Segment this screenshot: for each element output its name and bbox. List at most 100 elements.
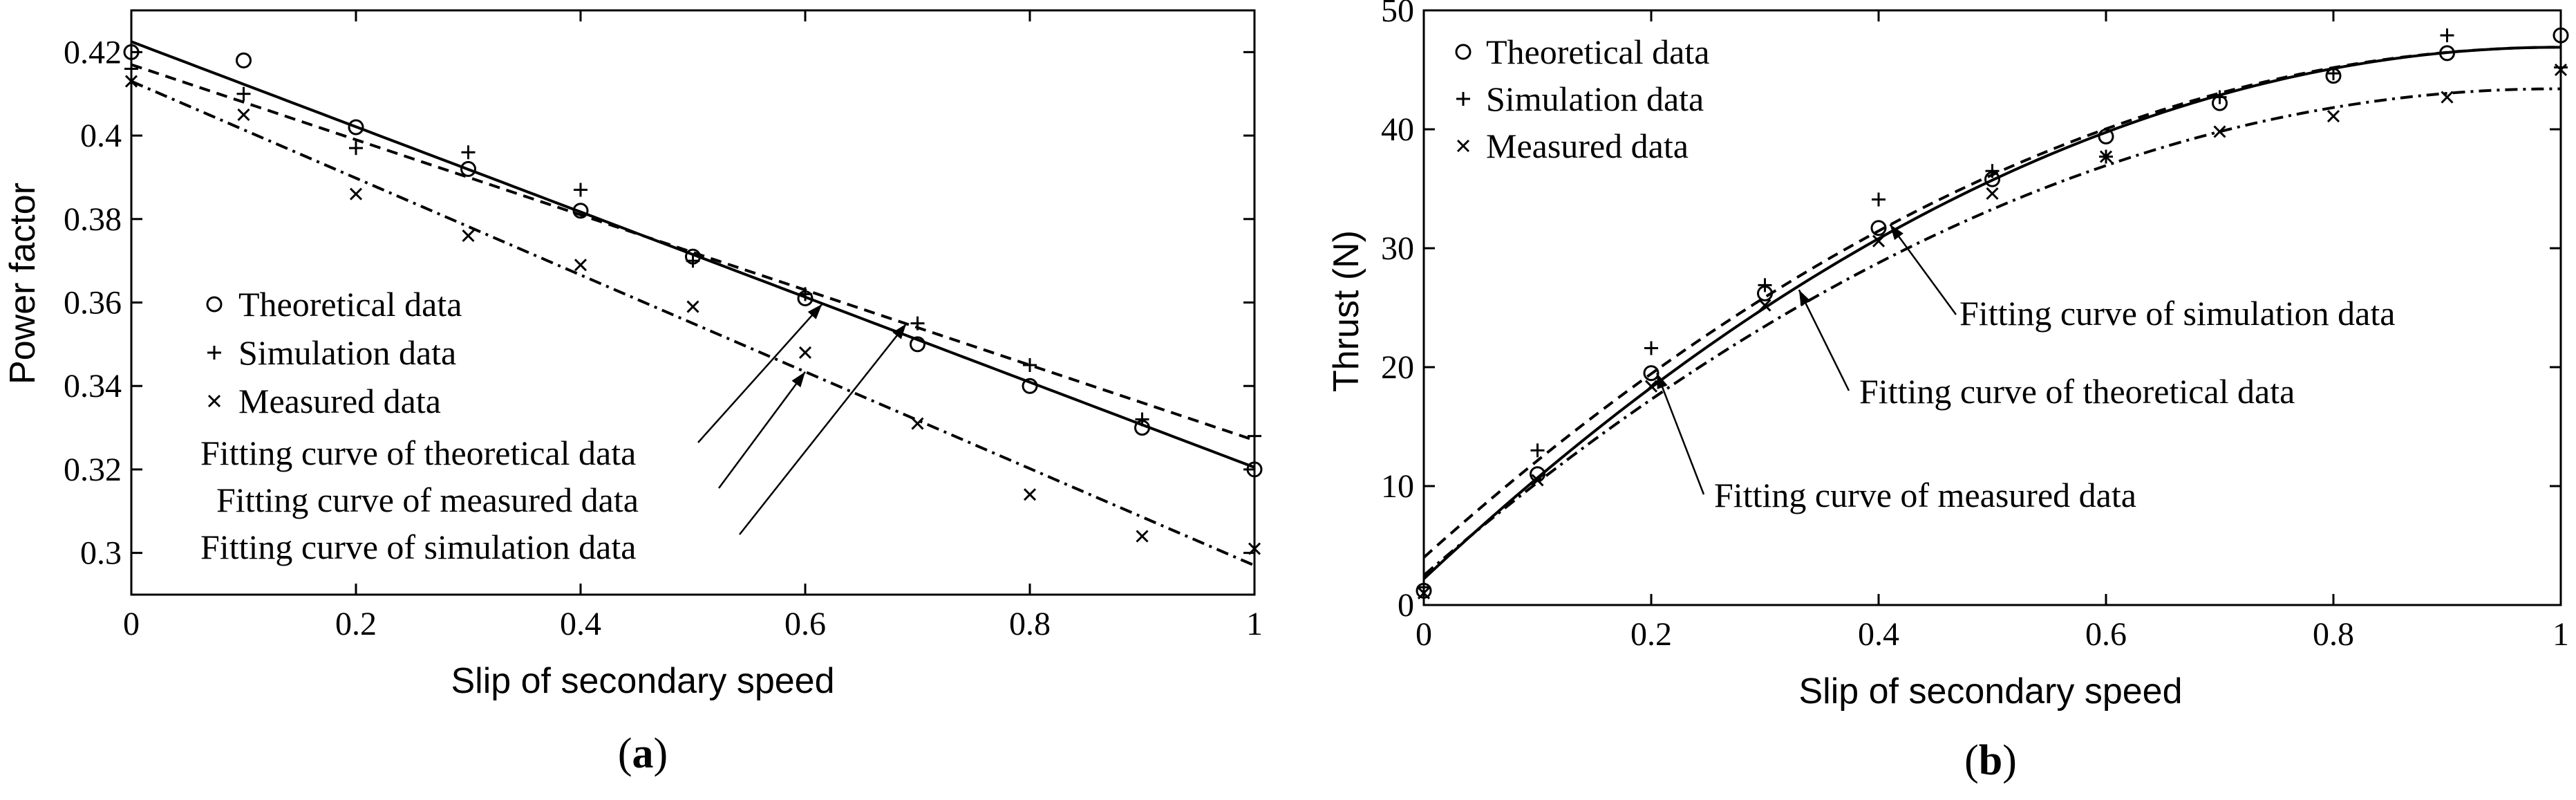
fitting-curve-of-measured-data-line	[1422, 87, 2561, 577]
legend-marker-measured	[1456, 139, 1470, 153]
simulation-data-point	[1985, 164, 2000, 178]
theoretical-data-point	[572, 203, 589, 219]
panel-b-y-axis-title: Thrust (N)	[1326, 230, 1366, 392]
panel-a-annotation-arrows	[697, 304, 908, 535]
measured-data-point	[462, 229, 475, 242]
measured-data-point	[911, 417, 924, 430]
measured-data-point	[574, 259, 587, 272]
simulation-data-point	[574, 183, 587, 197]
measured-data-point	[2441, 91, 2454, 104]
simulation-data-point	[236, 86, 251, 101]
panel-b-plot-frame	[1422, 9, 2562, 606]
annotation-arrow	[1798, 289, 1850, 391]
annotation-arrow	[739, 323, 908, 535]
y-tick-label: 0.38	[64, 201, 122, 238]
measured-data-point	[349, 187, 363, 201]
simulation-data-point	[2326, 66, 2340, 81]
measured-data-point	[1023, 488, 1037, 501]
annotation-arrow	[1656, 373, 1705, 495]
x-tick-label: 0	[123, 606, 140, 642]
simulation-data-point	[1872, 192, 1886, 207]
y-tick-label: 0	[1398, 587, 1414, 624]
legend-label-theoretical: Theoretical data	[238, 285, 462, 324]
y-tick-label: 0.36	[64, 285, 122, 322]
measured-data-point	[2213, 125, 2226, 138]
x-tick-label: 0.6	[2085, 616, 2127, 653]
fitting-curve-of-measured-data-line	[131, 80, 1255, 567]
legend-circle-marker	[1455, 44, 1472, 60]
simulation-data-point	[686, 254, 700, 268]
theoretical-data-point	[236, 52, 252, 68]
simulation-data-point	[1023, 358, 1037, 373]
measured-data-point	[686, 300, 699, 313]
legend-marker-simulation	[1456, 92, 1470, 106]
x-tick-label: 0.2	[1630, 616, 1672, 653]
measured-data-point	[798, 346, 812, 359]
y-tick-label: 10	[1381, 468, 1414, 505]
annotation-arrow	[1889, 223, 1957, 315]
y-tick-label: 0.3	[80, 535, 122, 572]
panel-a-annotation-measured: Fitting curve of measured data	[216, 481, 639, 519]
simulation-data-point	[910, 316, 925, 331]
y-tick-label: 50	[1381, 0, 1414, 29]
panel-a-y-axis-title: Power factor	[3, 183, 43, 384]
panel-a-plot-frame	[130, 9, 1256, 596]
panel-b-x-axis-ticks: 0 0.2 0.4 0.6 0.8 1	[1416, 10, 2569, 653]
legend-circle-marker	[206, 296, 223, 313]
panel-b-annotation-simulation: Fitting curve of simulation data	[1959, 294, 2395, 333]
panel-a-annotation-theoretical: Fitting curve of theoretical data	[200, 434, 636, 472]
legend-marker-theoretical	[1455, 44, 1472, 60]
legend-marker-theoretical	[206, 296, 223, 313]
panel-b-data-markers	[1416, 27, 2569, 599]
simulation-data-point	[1758, 278, 1772, 292]
measured-data-point	[1136, 530, 1149, 543]
simulation-data-point	[461, 145, 476, 160]
panel-b-y-axis-ticks: 0 10 20 30 40 50	[1381, 0, 2561, 624]
y-tick-label: 30	[1381, 230, 1414, 267]
x-tick-label: 0.8	[1009, 606, 1051, 642]
panel-b-annotation-measured: Fitting curve of measured data	[1714, 476, 2136, 514]
legend-label-measured: Measured data	[1486, 127, 1689, 165]
legend-x-marker	[207, 394, 221, 408]
panel-a-x-axis-title: Slip of secondary speed	[451, 661, 834, 701]
annotation-arrow	[697, 304, 823, 443]
y-tick-label: 0.32	[64, 452, 122, 488]
measured-data-point	[1986, 187, 1999, 200]
measured-data-point	[2326, 110, 2340, 123]
simulation-data-point	[798, 287, 812, 301]
panel-a-legend: Theoretical data Simulation data Measure…	[206, 285, 462, 420]
y-tick-label: 0.34	[64, 368, 122, 404]
theoretical-data-point	[460, 160, 476, 177]
x-tick-label: 1	[1246, 606, 1263, 642]
panel-b-label: (b)	[1964, 737, 2017, 784]
measured-data-point	[1758, 299, 1771, 312]
x-tick-label: 0.2	[335, 606, 377, 642]
x-tick-label: 0.6	[784, 606, 826, 642]
legend-plus-marker	[207, 346, 221, 360]
theoretical-data-point	[2439, 45, 2455, 62]
measured-data-point	[1872, 234, 1886, 248]
theoretical-data-point	[1643, 365, 1660, 382]
theoretical-data-point	[348, 119, 364, 136]
y-tick-label: 0.4	[80, 118, 122, 154]
panel-b-thrust-chart: 0 10 20 30 40 50 0 0.2 0.4 0.6 0.8 1 Theoretical d…	[1326, 0, 2569, 784]
panel-b-legend: Theoretical data Simulation data Measure…	[1455, 32, 1709, 165]
x-tick-label: 0	[1416, 616, 1432, 653]
simulation-data-point	[1644, 341, 1658, 355]
panel-a-label: (a)	[618, 730, 668, 777]
y-tick-label: 20	[1381, 349, 1414, 386]
legend-marker-measured	[207, 394, 221, 408]
theoretical-data-point	[2098, 128, 2114, 145]
annotation-arrow	[717, 371, 807, 489]
x-tick-label: 0.4	[560, 606, 601, 642]
x-tick-label: 0.8	[2313, 616, 2354, 653]
simulation-data-point	[2440, 28, 2454, 43]
y-tick-label: 0.42	[64, 34, 122, 71]
x-tick-label: 1	[2553, 616, 2569, 653]
theoretical-data-point	[910, 336, 925, 353]
panel-b-x-axis-title: Slip of secondary speed	[1798, 671, 2182, 711]
simulation-data-point	[1135, 412, 1149, 427]
legend-x-marker	[1456, 139, 1470, 153]
theoretical-data-point	[1870, 220, 1887, 236]
